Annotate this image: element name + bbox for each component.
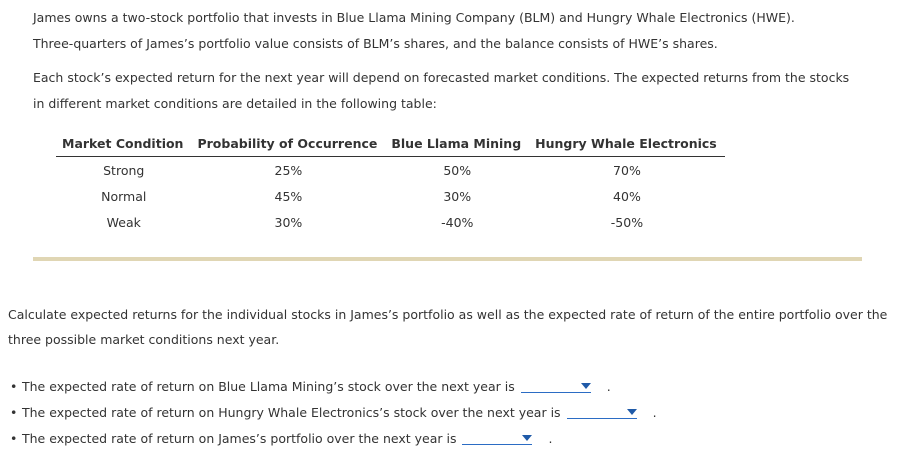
cell-condition: Normal — [101, 188, 147, 204]
table-row: Normal 45% 30% 40% — [56, 183, 725, 209]
header-probability: Probability of Occurrence — [191, 133, 386, 157]
bullet-icon: • — [10, 379, 18, 394]
bullet-icon: • — [10, 431, 18, 446]
blm-return-dropdown[interactable] — [520, 378, 591, 393]
section-divider — [33, 257, 862, 261]
list-item: • The expected rate of return on Blue Ll… — [8, 374, 657, 400]
chevron-down-icon[interactable] — [626, 409, 637, 415]
period: . — [652, 405, 657, 420]
intro-paragraph-1: James owns a two-stock portfolio that in… — [33, 10, 795, 51]
period: . — [606, 379, 611, 394]
answer-label-blm: The expected rate of return on Blue Llam… — [22, 379, 515, 394]
header-blue-llama: Blue Llama Mining — [385, 133, 530, 157]
cell-probability: 30% — [274, 214, 303, 230]
chevron-down-icon[interactable] — [522, 435, 533, 441]
cell-probability: 25% — [274, 162, 303, 178]
cell-blm-return: 30% — [443, 188, 472, 204]
cell-hwe-return: 40% — [613, 188, 641, 204]
answer-list: • The expected rate of return on Blue Ll… — [8, 374, 657, 452]
answer-label-hwe: The expected rate of return on Hungry Wh… — [22, 405, 561, 420]
cell-condition: Weak — [106, 214, 141, 230]
table-row: Strong 25% 50% 70% — [56, 157, 725, 184]
question-text: Calculate expected returns for the indiv… — [8, 307, 888, 347]
market-conditions-table: Market Condition Probability of Occurren… — [56, 133, 725, 235]
cell-hwe-return: -50% — [610, 214, 644, 230]
cell-hwe-return: 70% — [613, 162, 641, 178]
cell-condition: Strong — [103, 162, 145, 178]
period: . — [548, 431, 553, 446]
cell-blm-return: -40% — [441, 214, 474, 230]
bullet-icon: • — [10, 405, 18, 420]
header-market-condition: Market Condition — [56, 133, 192, 157]
table-header-row: Market Condition Probability of Occurren… — [56, 133, 725, 157]
list-item: • The expected rate of return on Hungry … — [8, 400, 657, 426]
answer-label-portfolio: The expected rate of return on James’s p… — [22, 431, 457, 446]
header-hungry-whale: Hungry Whale Electronics — [529, 133, 725, 157]
list-item: • The expected rate of return on James’s… — [8, 426, 657, 452]
cell-blm-return: 50% — [443, 162, 472, 178]
table-row: Weak 30% -40% -50% — [56, 209, 725, 235]
hwe-return-dropdown[interactable] — [566, 404, 637, 419]
portfolio-return-dropdown[interactable] — [462, 430, 533, 445]
cell-probability: 45% — [274, 188, 303, 204]
chevron-down-icon[interactable] — [580, 383, 591, 389]
intro-paragraph-2: Each stock’s expected return for the nex… — [33, 70, 850, 111]
